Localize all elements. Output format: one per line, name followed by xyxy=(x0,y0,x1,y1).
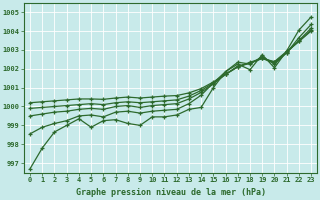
X-axis label: Graphe pression niveau de la mer (hPa): Graphe pression niveau de la mer (hPa) xyxy=(76,188,266,197)
